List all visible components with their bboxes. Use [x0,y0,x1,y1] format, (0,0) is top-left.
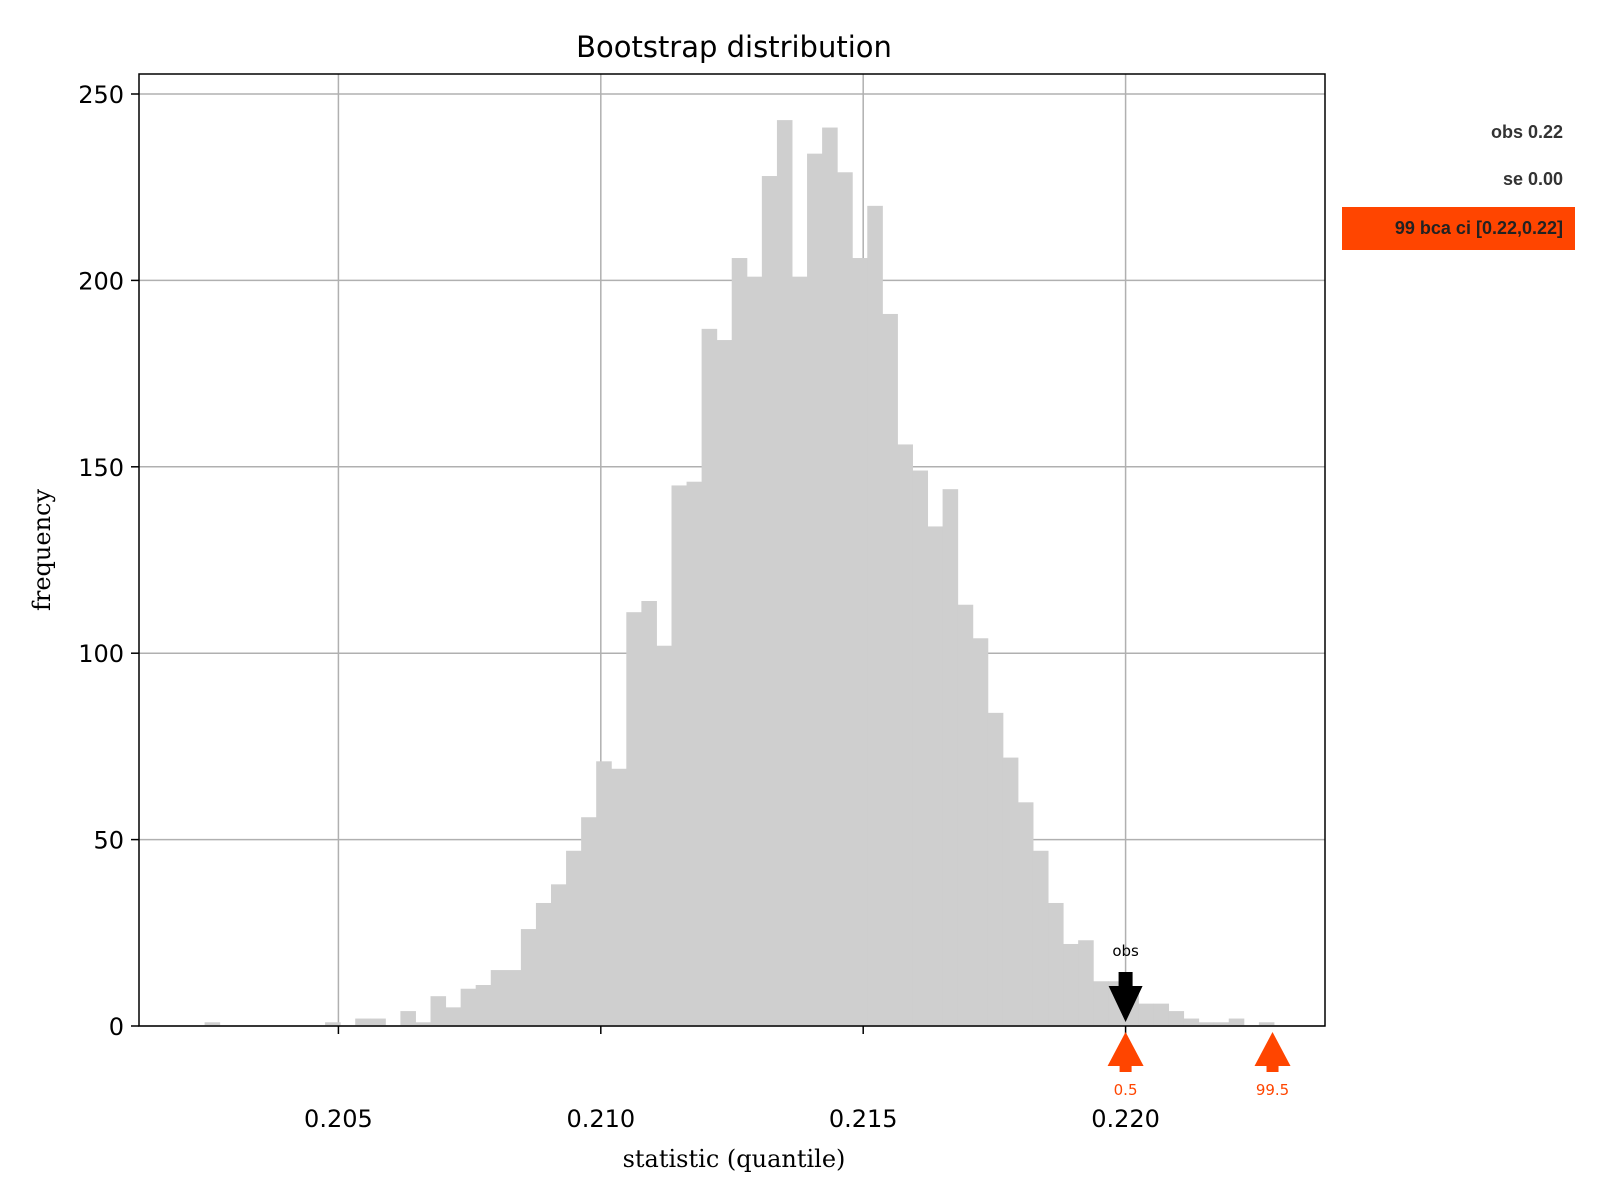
histogram-bar [400,1011,416,1026]
histogram-bar [972,638,989,1026]
histogram-bar [535,902,552,1026]
histogram-bar [671,485,688,1026]
histogram-bar [204,1022,221,1026]
histogram-bar [656,645,672,1026]
histogram-bar [505,970,522,1026]
histogram-bar [791,276,808,1026]
histogram-bar [957,604,974,1026]
histogram-bar [882,313,898,1026]
histogram-bar [1048,902,1064,1026]
histogram-bar [355,1018,371,1026]
histogram-bar [566,850,582,1026]
ci-up-arrow-icon [1107,1032,1144,1072]
histogram-bar [490,970,507,1026]
histogram-bar [716,340,733,1027]
y-tick-label: 150 [78,454,124,482]
y-tick-label: 100 [78,640,124,668]
histogram-bar [460,988,477,1026]
histogram-bar [761,176,778,1027]
obs-value-text: obs 0.22 [1491,122,1563,142]
chart-title: Bootstrap distribution [576,30,892,64]
y-tick-label: 250 [78,81,124,109]
histogram-bar [822,127,838,1026]
histogram-bar [942,489,959,1027]
x-tick-label: 0.210 [566,1105,635,1133]
histogram-bar [1153,1003,1170,1026]
histogram-bar [1198,1022,1215,1026]
y-tick-label: 200 [78,267,124,295]
y-tick-label: 50 [93,827,124,855]
histogram-bar [520,929,537,1026]
histogram-bar [1093,981,1109,1026]
histogram-bar [1183,1018,1200,1026]
histogram-bar [1213,1022,1230,1026]
histogram-bar [1228,1018,1245,1026]
obs-marker-label: obs [1112,942,1139,960]
x-axis: 0.205 0.210 0.215 0.220 [304,1026,1160,1133]
histogram-bar [867,205,883,1027]
histogram-bar [807,153,823,1026]
ci-text: 99 bca ci [0.22,0.22] [1395,218,1563,238]
histogram-bar [430,996,447,1026]
ci-marker-label: 0.5 [1114,1081,1138,1099]
histogram-bar [1168,1011,1185,1026]
histogram-bar [1138,1003,1154,1026]
histogram-bar [776,120,793,1026]
ci-badge [1342,207,1575,250]
x-axis-label: statistic (quantile) [623,1145,846,1173]
histogram-bar [837,172,853,1027]
histogram-bar [325,1022,341,1026]
ci-up-arrow-icon [1254,1032,1291,1072]
y-axis-label: frequency [28,489,56,611]
histogram-bar [641,601,657,1026]
histogram-bar [912,470,929,1026]
histogram-bar [475,984,492,1026]
histogram-bar [551,884,567,1026]
histogram-bar [445,1007,462,1026]
histogram-bar [415,1022,432,1026]
histogram-bar [746,276,763,1026]
x-tick-label: 0.220 [1091,1105,1160,1133]
histogram-bar [1258,1022,1275,1026]
histogram-bar [596,761,612,1026]
histogram-bar [370,1018,386,1026]
y-axis: 0 50 100 150 200 250 [78,81,139,1041]
histogram-bar [731,258,748,1027]
histogram-bars [204,120,1275,1027]
histogram-bar [1032,850,1049,1026]
histogram-bar [897,444,913,1026]
x-tick-label: 0.205 [304,1105,373,1133]
histogram-bar [852,258,868,1027]
se-value-text: se 0.00 [1503,169,1563,189]
histogram-bar [1002,757,1019,1026]
histogram-bar [1017,802,1034,1026]
histogram-bar [626,612,642,1026]
obs-down-arrow-icon [1108,972,1143,1022]
histogram-bar [1063,943,1079,1026]
y-tick-label: 0 [109,1013,124,1041]
histogram-bar [927,526,944,1026]
histogram-bar [701,328,718,1026]
x-tick-label: 0.215 [829,1105,898,1133]
histogram-bar [987,712,1004,1026]
histogram-bar [1078,940,1094,1026]
plot-frame [138,73,1326,1027]
histogram-bar [686,481,703,1026]
ci-marker-label: 99.5 [1256,1081,1289,1099]
histogram-bar [611,768,627,1026]
annotation-markers: obs 0.5 99.5 [1107,942,1291,1099]
histogram-bar [581,817,597,1026]
